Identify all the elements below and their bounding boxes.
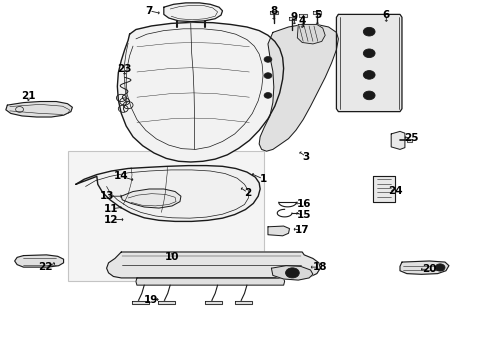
Polygon shape — [312, 11, 320, 14]
Polygon shape — [271, 266, 312, 280]
Text: 15: 15 — [296, 210, 311, 220]
Text: 23: 23 — [117, 64, 132, 74]
Text: 20: 20 — [421, 264, 436, 274]
Polygon shape — [15, 255, 63, 267]
Polygon shape — [205, 301, 222, 304]
Polygon shape — [267, 226, 289, 236]
Polygon shape — [117, 22, 283, 162]
Text: 6: 6 — [382, 10, 389, 20]
Polygon shape — [269, 11, 277, 14]
Text: 25: 25 — [404, 132, 418, 143]
Text: 10: 10 — [164, 252, 179, 262]
Text: 9: 9 — [290, 12, 297, 22]
Polygon shape — [336, 14, 401, 112]
Text: 22: 22 — [38, 262, 52, 272]
Polygon shape — [399, 261, 448, 274]
Text: 17: 17 — [294, 225, 309, 235]
Polygon shape — [106, 252, 320, 278]
Polygon shape — [234, 301, 251, 304]
Polygon shape — [158, 301, 175, 304]
Polygon shape — [121, 189, 181, 208]
Polygon shape — [406, 139, 411, 142]
Polygon shape — [136, 278, 284, 285]
Polygon shape — [288, 17, 296, 20]
Circle shape — [264, 73, 271, 78]
Polygon shape — [390, 131, 404, 149]
Text: 12: 12 — [104, 215, 119, 225]
Text: 7: 7 — [145, 6, 153, 16]
Polygon shape — [132, 301, 149, 304]
Text: 2: 2 — [244, 188, 251, 198]
Circle shape — [264, 57, 271, 62]
Text: 1: 1 — [259, 174, 266, 184]
Circle shape — [363, 91, 374, 100]
Polygon shape — [163, 3, 222, 22]
Text: 19: 19 — [143, 294, 158, 305]
Circle shape — [264, 93, 271, 98]
Text: 16: 16 — [296, 199, 311, 210]
Text: 24: 24 — [387, 186, 402, 196]
Polygon shape — [259, 24, 338, 151]
Text: 5: 5 — [313, 10, 320, 20]
Circle shape — [434, 264, 444, 271]
Text: 3: 3 — [302, 152, 309, 162]
Polygon shape — [372, 176, 394, 202]
Polygon shape — [6, 102, 72, 117]
Circle shape — [363, 49, 374, 58]
Circle shape — [363, 27, 374, 36]
Bar — [68, 151, 264, 281]
Text: 14: 14 — [114, 171, 128, 181]
Text: 13: 13 — [99, 191, 114, 201]
Text: 18: 18 — [312, 262, 327, 272]
Circle shape — [285, 268, 299, 278]
Circle shape — [363, 71, 374, 79]
Polygon shape — [297, 24, 325, 44]
Text: 11: 11 — [104, 204, 119, 214]
Polygon shape — [299, 14, 306, 17]
Text: 4: 4 — [298, 16, 305, 26]
Text: 21: 21 — [21, 91, 36, 102]
Polygon shape — [76, 166, 260, 221]
Text: 8: 8 — [270, 6, 277, 16]
